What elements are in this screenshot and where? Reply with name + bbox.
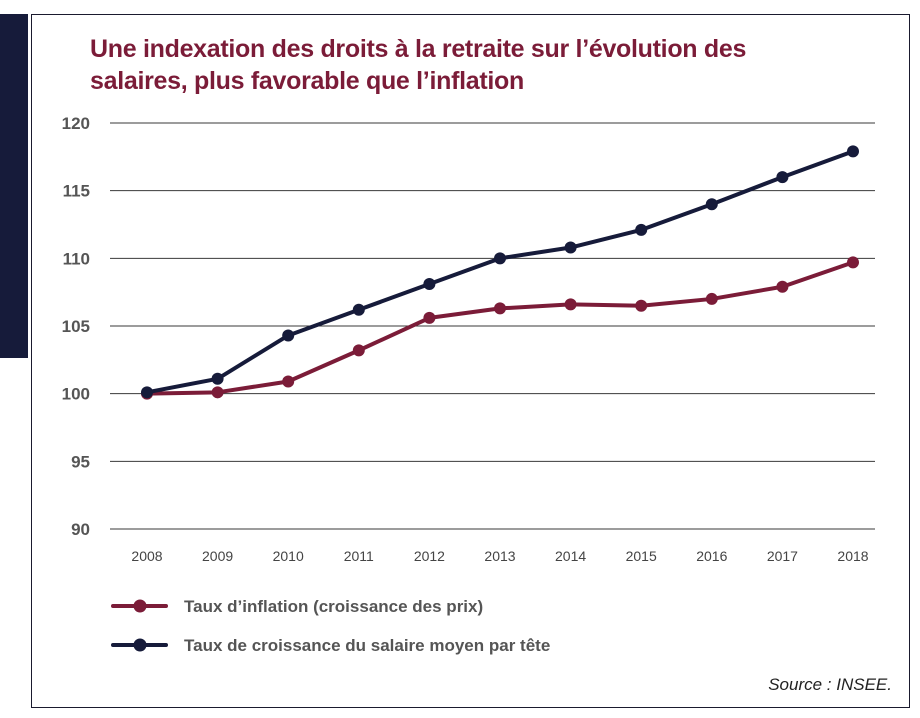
legend-entry-label: Taux d’inflation (croissance des prix) xyxy=(184,597,483,616)
data-point xyxy=(423,311,436,324)
data-point xyxy=(352,344,365,357)
y-tick-label: 90 xyxy=(71,520,90,539)
data-point xyxy=(776,280,789,293)
series-line-1 xyxy=(145,260,855,396)
data-point xyxy=(635,299,648,312)
data-point xyxy=(564,298,577,311)
data-point xyxy=(211,372,224,385)
source-note: Source : INSEE. xyxy=(768,675,892,694)
data-point xyxy=(847,256,859,269)
data-point xyxy=(847,145,859,158)
x-axis-ticks: 2008 2009 2010 2011 2012 2013 2014 2015 2016 2017… xyxy=(131,548,868,564)
x-tick-label: 2008 xyxy=(131,548,162,564)
data-point xyxy=(494,302,506,315)
y-tick-label: 115 xyxy=(63,182,90,201)
series-lines xyxy=(141,145,859,400)
accent-bar xyxy=(0,14,28,358)
data-point xyxy=(141,386,153,399)
data-point xyxy=(776,171,789,184)
x-tick-label: 2011 xyxy=(344,548,374,564)
data-point xyxy=(282,375,295,388)
x-tick-label: 2014 xyxy=(555,548,586,564)
y-tick-label: 110 xyxy=(63,249,90,268)
x-tick-label: 2017 xyxy=(767,548,798,564)
x-tick-label: 2012 xyxy=(414,548,445,564)
data-point xyxy=(211,386,224,399)
chart-frame xyxy=(31,14,910,708)
x-tick-label: 2018 xyxy=(837,548,868,564)
data-point xyxy=(564,241,577,254)
data-point xyxy=(705,292,718,305)
legend: Taux d’inflation (croissance des prix) Ta… xyxy=(111,597,550,655)
chart-title: Une indexation des droits à la retraite … xyxy=(90,35,747,95)
legend-marker-icon xyxy=(133,638,147,652)
y-tick-label: 120 xyxy=(62,114,90,133)
y-tick-label: 100 xyxy=(62,385,90,404)
y-tick-label: 105 xyxy=(62,317,90,336)
data-point xyxy=(352,303,365,316)
data-point xyxy=(423,278,436,291)
data-point xyxy=(635,223,648,236)
x-tick-label: 2015 xyxy=(626,548,657,564)
x-tick-label: 2010 xyxy=(273,548,304,564)
legend-entry-label: Taux de croissance du salaire moyen par … xyxy=(184,636,550,655)
legend-marker-icon xyxy=(133,599,147,613)
data-point xyxy=(705,198,718,211)
gridlines xyxy=(110,122,875,530)
x-tick-label: 2013 xyxy=(484,548,515,564)
data-point xyxy=(282,329,295,342)
series-line-2 xyxy=(145,149,855,395)
y-axis-ticks: 120 115 110 105 100 95 90 xyxy=(62,114,90,539)
y-tick-label: 95 xyxy=(71,452,90,471)
data-point xyxy=(494,252,506,265)
x-tick-label: 2009 xyxy=(202,548,233,564)
x-tick-label: 2016 xyxy=(696,548,727,564)
